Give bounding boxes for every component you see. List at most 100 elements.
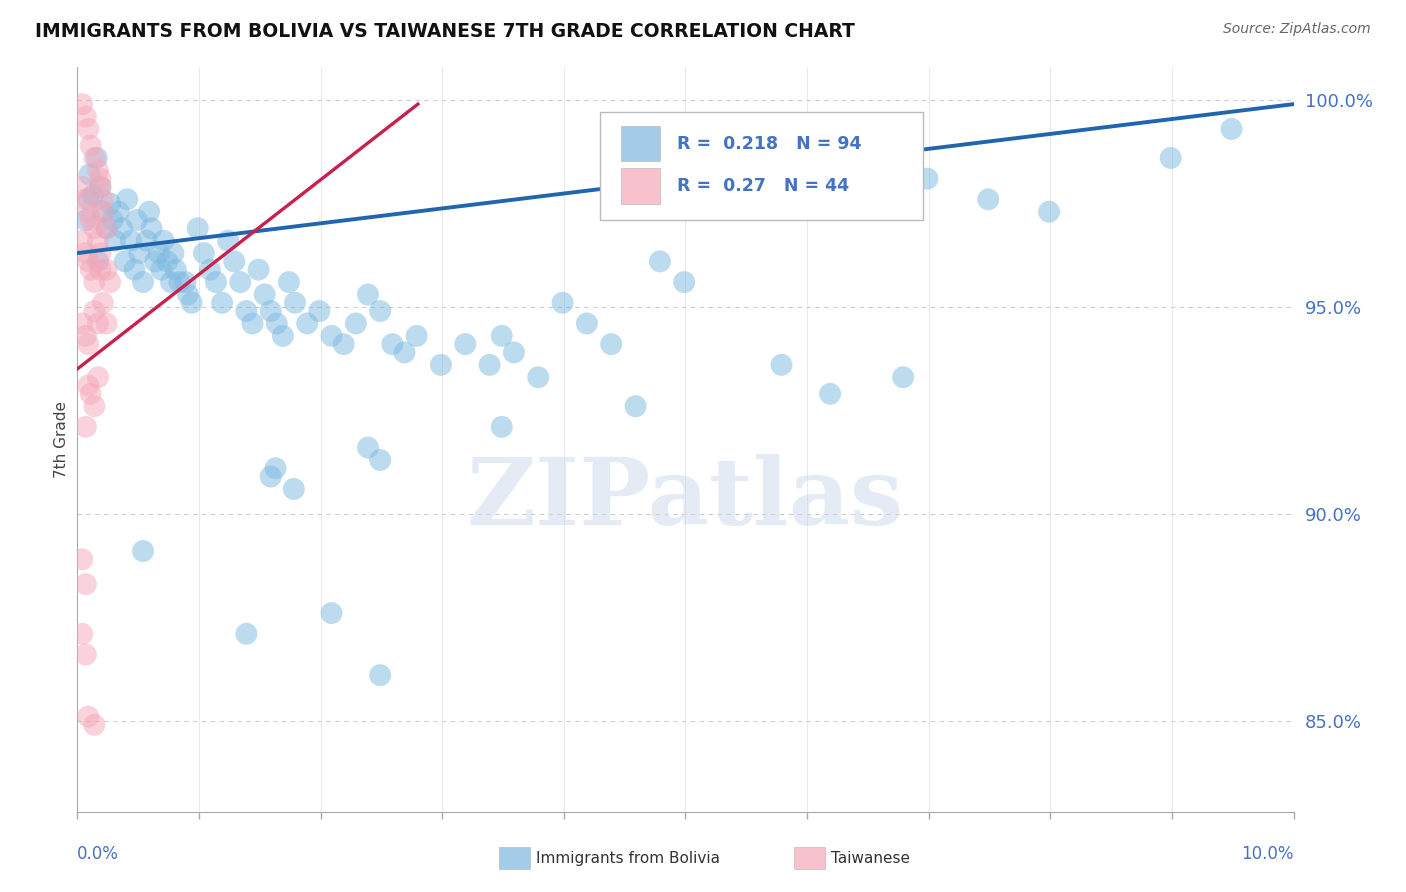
Point: [87, 163, 110, 178]
FancyBboxPatch shape: [600, 112, 922, 219]
Point: [527, 370, 550, 384]
Point: [160, 275, 183, 289]
Point: [260, 304, 283, 318]
Point: [115, 192, 138, 206]
FancyBboxPatch shape: [621, 169, 659, 204]
Point: [91, 204, 114, 219]
Point: [321, 606, 343, 620]
Point: [229, 275, 252, 289]
Point: [977, 192, 1000, 206]
Point: [247, 262, 270, 277]
Point: [132, 544, 155, 558]
Point: [70, 552, 93, 566]
Text: ZIPatlas: ZIPatlas: [467, 454, 904, 544]
Point: [1160, 151, 1182, 165]
Point: [143, 254, 166, 268]
Point: [114, 254, 136, 268]
Point: [235, 304, 257, 318]
Point: [75, 329, 97, 343]
Point: [96, 317, 118, 331]
Point: [224, 254, 246, 268]
Point: [600, 337, 623, 351]
Point: [162, 246, 184, 260]
Point: [242, 317, 264, 331]
Point: [156, 254, 179, 268]
Point: [357, 441, 380, 455]
Point: [381, 337, 404, 351]
Point: [266, 317, 288, 331]
Point: [75, 420, 97, 434]
Point: [70, 627, 93, 641]
Point: [503, 345, 526, 359]
Point: [1038, 204, 1060, 219]
Point: [75, 648, 97, 662]
Y-axis label: 7th Grade: 7th Grade: [53, 401, 69, 478]
Point: [169, 275, 191, 289]
Point: [794, 138, 817, 153]
Point: [80, 213, 103, 227]
Point: [111, 221, 134, 235]
Point: [357, 287, 380, 301]
Point: [394, 345, 416, 359]
Point: [77, 709, 100, 723]
Point: [575, 317, 598, 331]
Point: [295, 317, 318, 331]
Point: [673, 275, 696, 289]
Point: [89, 180, 111, 194]
Point: [89, 246, 111, 260]
Point: [77, 192, 100, 206]
Point: [138, 204, 160, 219]
Point: [80, 262, 103, 277]
Point: [86, 151, 108, 165]
Point: [198, 262, 221, 277]
Point: [260, 469, 283, 483]
Point: [75, 577, 97, 591]
Text: IMMIGRANTS FROM BOLIVIA VS TAIWANESE 7TH GRADE CORRELATION CHART: IMMIGRANTS FROM BOLIVIA VS TAIWANESE 7TH…: [35, 22, 855, 41]
Point: [124, 262, 146, 277]
Point: [284, 295, 307, 310]
Point: [83, 221, 105, 235]
Point: [193, 246, 215, 260]
Point: [83, 718, 105, 732]
Point: [332, 337, 354, 351]
Point: [891, 370, 914, 384]
Point: [217, 234, 239, 248]
Point: [87, 234, 110, 248]
Point: [75, 192, 97, 206]
Point: [917, 171, 939, 186]
Point: [278, 275, 301, 289]
Point: [308, 304, 330, 318]
Point: [818, 386, 841, 401]
Point: [75, 246, 97, 260]
Point: [283, 482, 305, 496]
Point: [253, 287, 276, 301]
Point: [83, 399, 105, 413]
Point: [551, 295, 574, 310]
Text: R =  0.218   N = 94: R = 0.218 N = 94: [676, 135, 862, 153]
Text: 10.0%: 10.0%: [1241, 846, 1294, 863]
Point: [83, 275, 105, 289]
Point: [91, 204, 114, 219]
Point: [77, 254, 100, 268]
Point: [107, 204, 129, 219]
Point: [89, 262, 111, 277]
Point: [132, 275, 155, 289]
Point: [75, 110, 97, 124]
Text: Taiwanese: Taiwanese: [831, 851, 910, 865]
Point: [405, 329, 427, 343]
Point: [77, 337, 100, 351]
Point: [454, 337, 477, 351]
Point: [83, 304, 105, 318]
Point: [205, 275, 228, 289]
Point: [77, 378, 100, 392]
Point: [148, 246, 170, 260]
Point: [478, 358, 501, 372]
Point: [87, 370, 110, 384]
Point: [180, 295, 202, 310]
Text: 0.0%: 0.0%: [77, 846, 120, 863]
Point: [141, 221, 163, 235]
Point: [96, 221, 118, 235]
Point: [77, 122, 100, 136]
Point: [98, 275, 121, 289]
Point: [1220, 122, 1243, 136]
